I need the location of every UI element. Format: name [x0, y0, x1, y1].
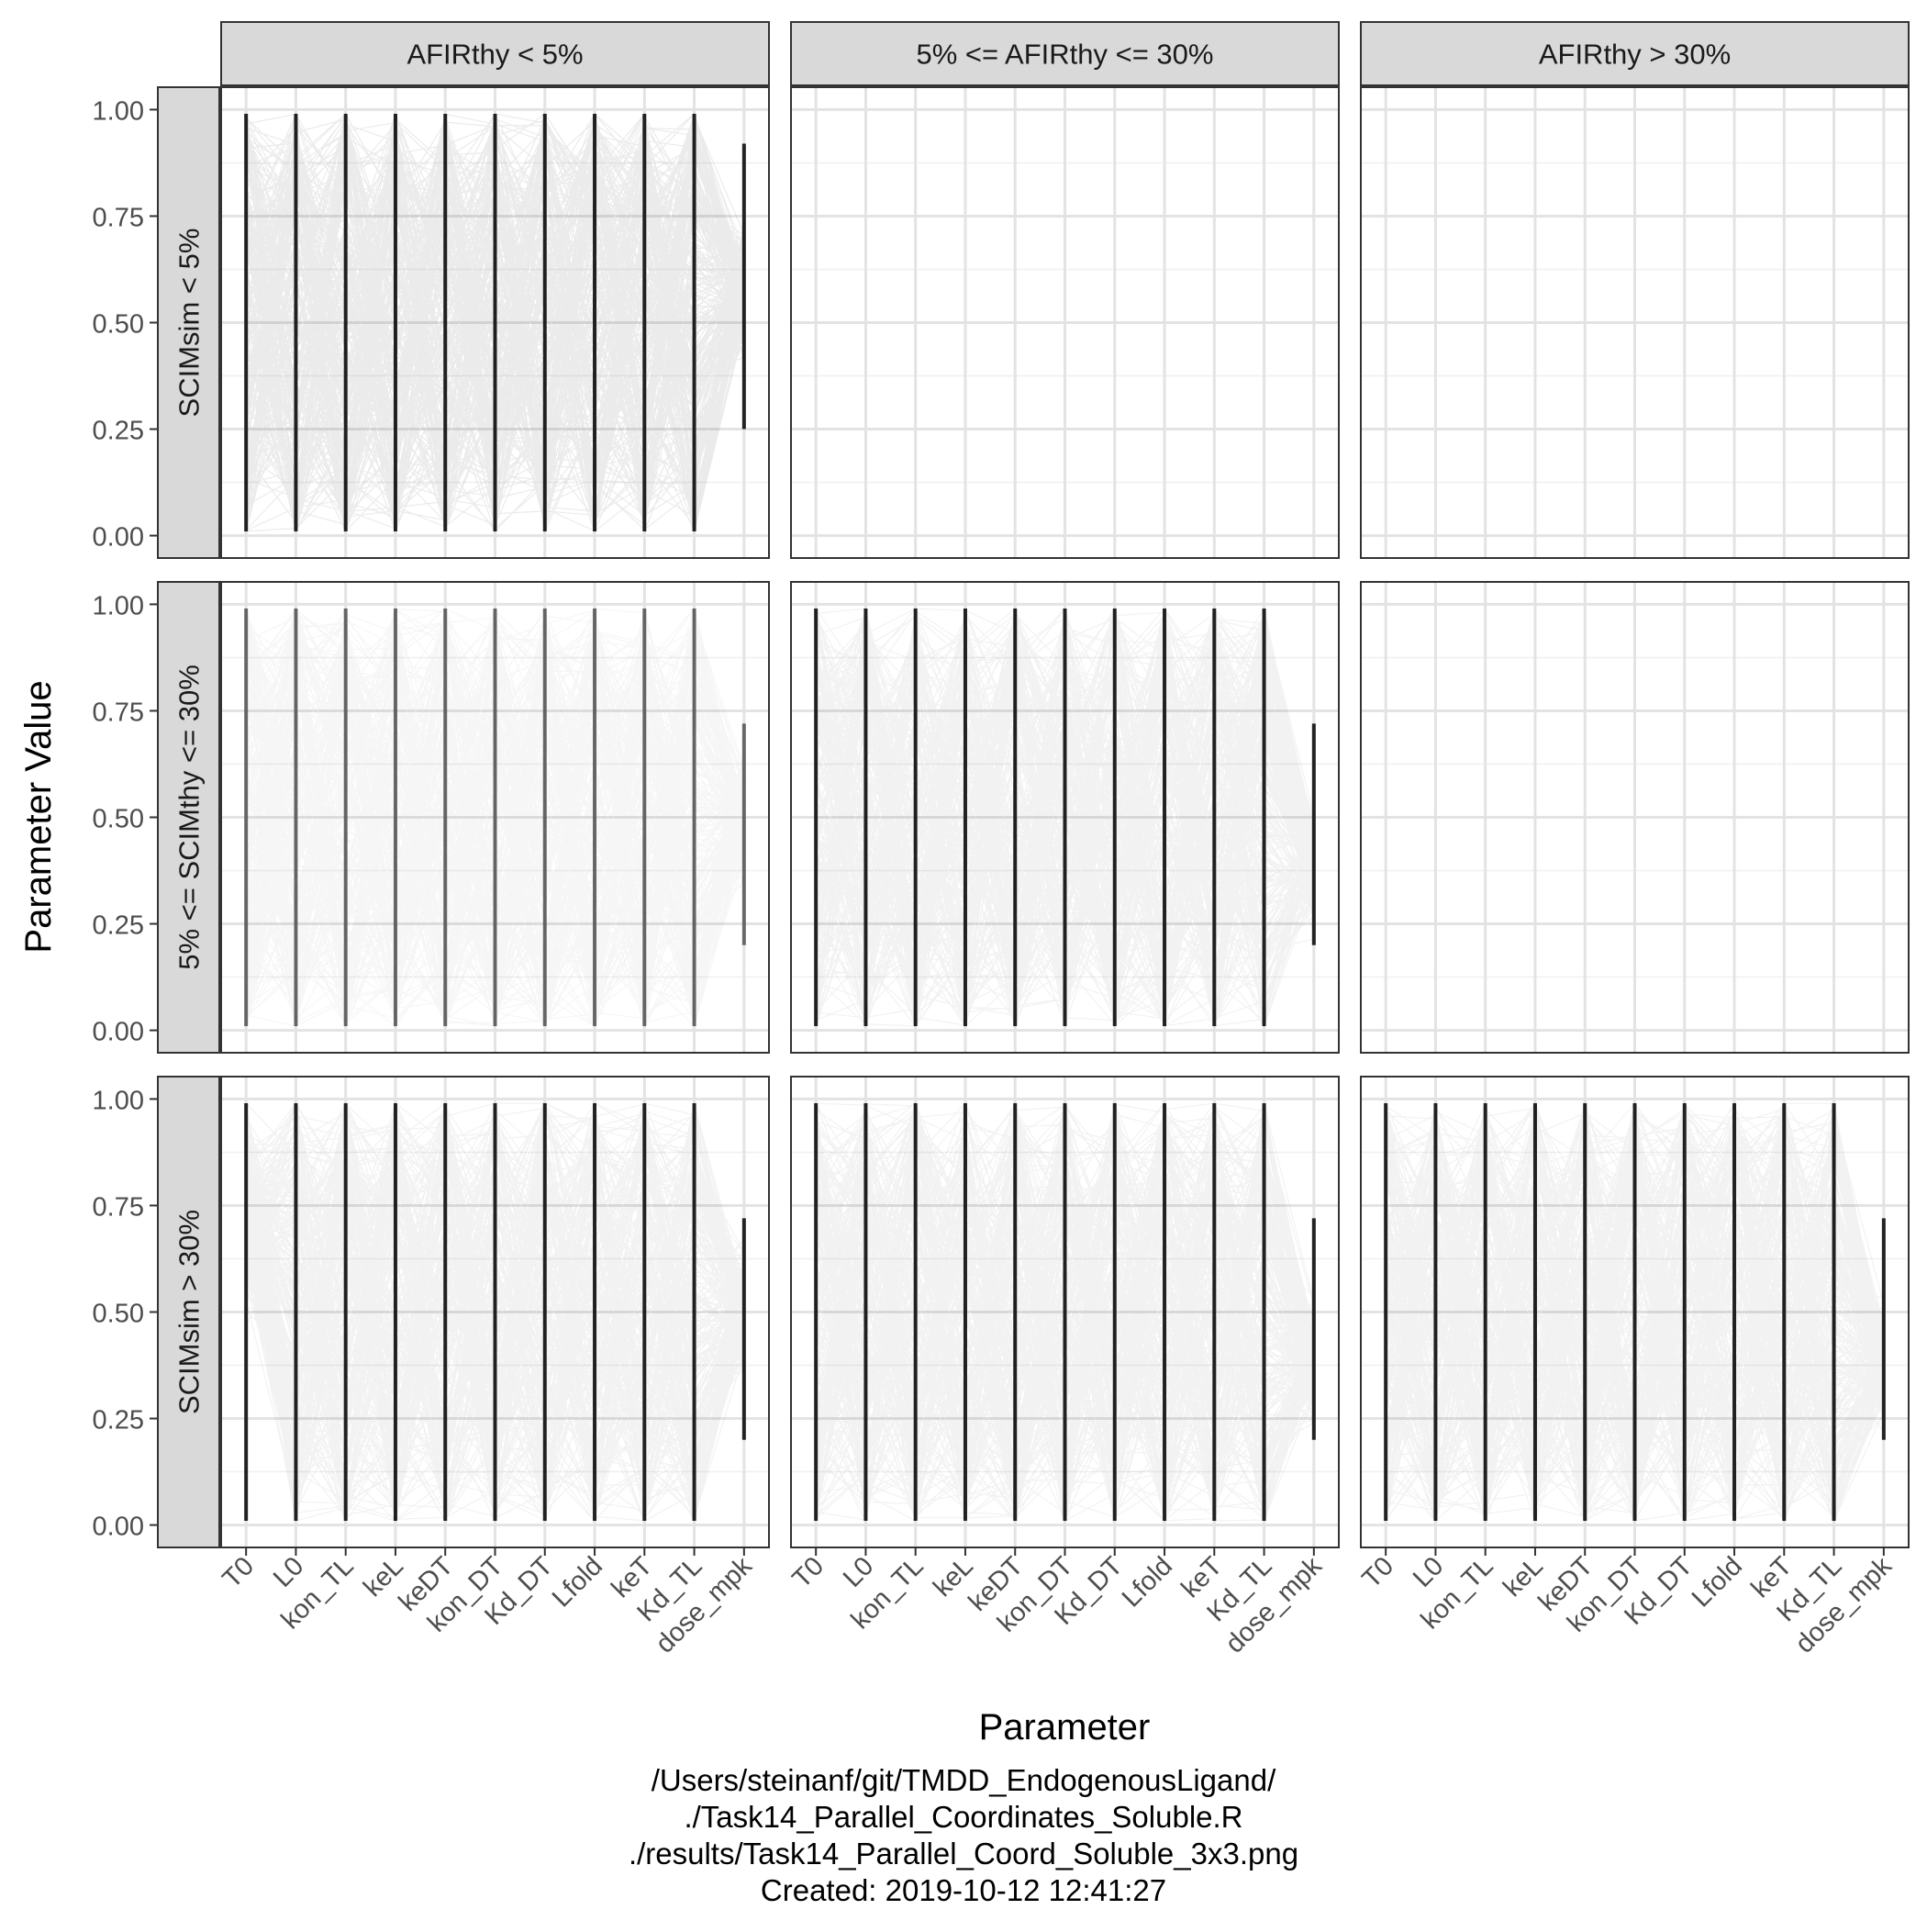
facet-strip-col-2 [790, 21, 1340, 86]
y-tick-label: 0.75 [93, 1192, 144, 1222]
panel-r1-c3 [1360, 86, 1910, 559]
y-tick-label: 0.25 [93, 1406, 144, 1435]
x-tick-label: Lfold [1117, 1551, 1178, 1613]
facet-strip-row-label: SCIMsim > 30% [173, 1210, 206, 1414]
y-tick-label: 0.00 [93, 1513, 144, 1542]
y-tick-label: 0.50 [93, 1300, 144, 1329]
panel-border [1360, 581, 1910, 1054]
x-tick-label: Lfold [547, 1551, 608, 1613]
x-tick-label: T0 [1357, 1551, 1400, 1594]
panel-r3-c3 [1360, 1076, 1910, 1548]
facet-strip-row-2 [157, 581, 220, 1054]
panel-r2-c1 [220, 581, 770, 1054]
facet-strip-row-1 [157, 86, 220, 559]
panel-r3-c2 [790, 1076, 1340, 1548]
x-tick-label: T0 [787, 1551, 830, 1594]
facet-strip-col-label: AFIRthy > 30% [1539, 39, 1731, 71]
panel-border [220, 86, 770, 559]
footer-line-4: Created: 2019-10-12 12:41:27 [760, 1873, 1167, 1907]
facet-strip-col-3 [1360, 21, 1910, 86]
panel-r3-c1 [220, 1076, 770, 1548]
panel-border [220, 581, 770, 1054]
x-tick-label: Lfold [1687, 1551, 1748, 1613]
y-tick-label: 0.00 [93, 1018, 144, 1047]
y-tick-label: 1.00 [93, 1086, 144, 1115]
x-tick-label: T0 [217, 1551, 261, 1594]
facet-strip-col-label: 5% <= AFIRthy <= 30% [917, 39, 1214, 71]
x-axis-title: Parameter [979, 1707, 1151, 1748]
facet-strip-col-1 [220, 21, 770, 86]
facet-strip-col-label: AFIRthy < 5% [407, 39, 583, 71]
panel-r1-c2 [790, 86, 1340, 559]
y-tick-label: 0.75 [93, 203, 144, 232]
panel-r2-c2 [790, 581, 1340, 1054]
panel-r2-c3 [1360, 581, 1910, 1054]
y-tick-label: 0.50 [93, 805, 144, 834]
y-tick-label: 0.50 [93, 310, 144, 340]
panel-border [1360, 86, 1910, 559]
y-tick-label: 0.00 [93, 523, 144, 553]
facet-strip-row-label: 5% <= SCIMthy <= 30% [173, 664, 206, 970]
y-tick-label: 1.00 [93, 96, 144, 126]
footer-line-2: ./Task14_Parallel_Coordinates_Soluble.R [684, 1800, 1243, 1834]
facet-strip-row-label: SCIMsim < 5% [173, 229, 206, 418]
y-axis-title: Parameter Value [18, 680, 59, 953]
y-tick-label: 0.75 [93, 698, 144, 727]
panel-border [790, 581, 1340, 1054]
footer-line-3: ./results/Task14_Parallel_Coord_Soluble_… [628, 1837, 1299, 1871]
y-tick-label: 1.00 [93, 591, 144, 620]
panel-border [790, 86, 1340, 559]
panel-r1-c1 [220, 86, 770, 559]
footer-line-1: /Users/steinanf/git/TMDD_EndogenousLigan… [651, 1763, 1276, 1797]
y-tick-label: 0.25 [93, 417, 144, 446]
y-tick-label: 0.25 [93, 911, 144, 941]
